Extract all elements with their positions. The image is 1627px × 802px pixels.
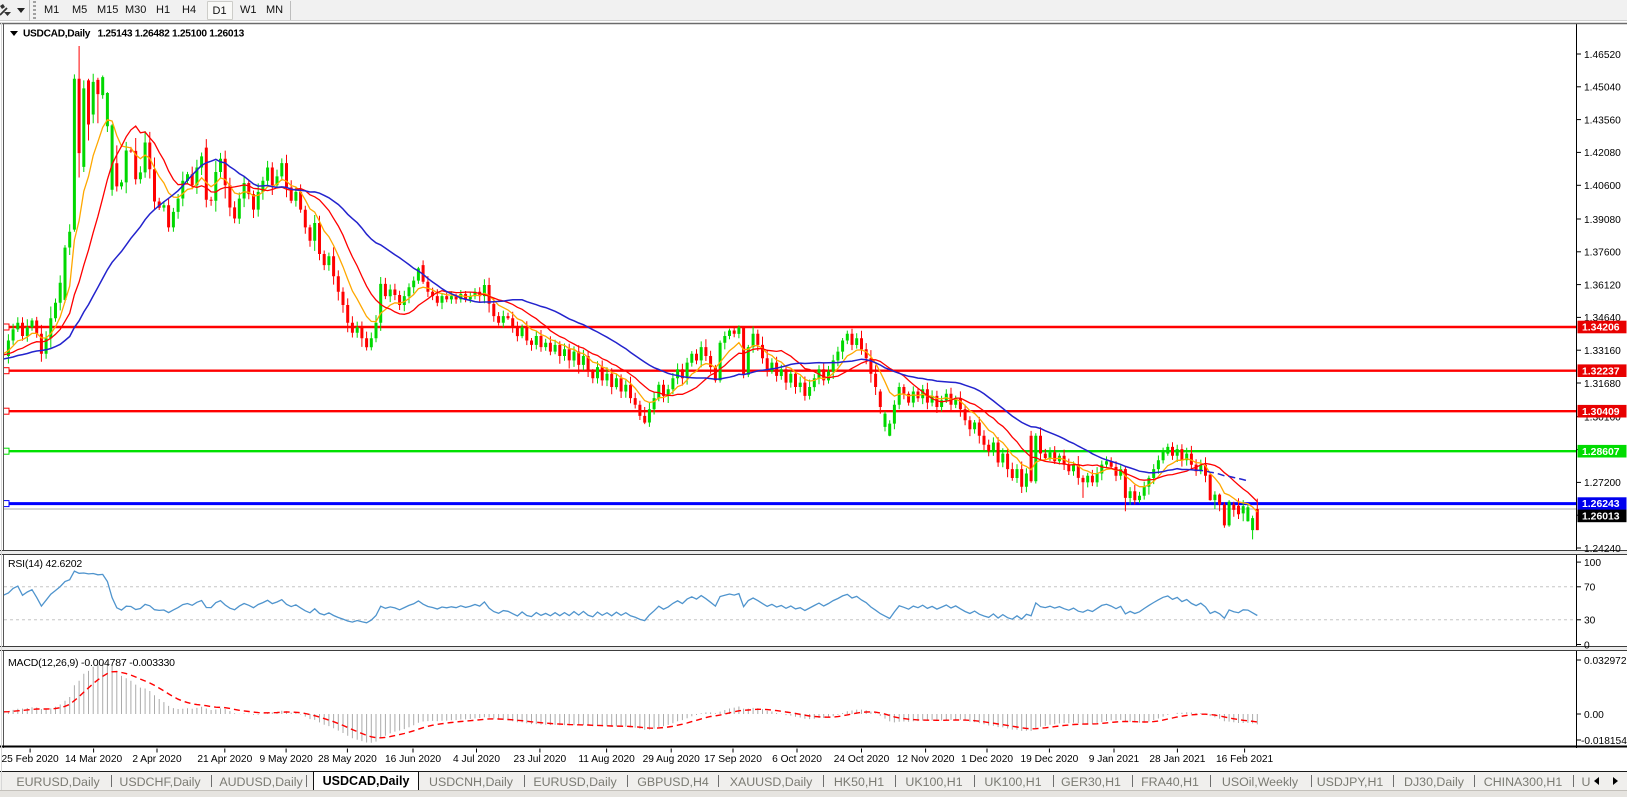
svg-text:USDCAD,Daily 1.25143 1.26482: USDCAD,Daily 1.25143 1.26482 1.25100 1.2… bbox=[23, 29, 245, 40]
svg-text:1.33160: 1.33160 bbox=[1584, 346, 1621, 357]
svg-text:1.26013: 1.26013 bbox=[1582, 512, 1620, 523]
svg-text:12 Nov 2020: 12 Nov 2020 bbox=[897, 754, 955, 765]
svg-text:1.31680: 1.31680 bbox=[1584, 379, 1621, 390]
svg-text:1.40600: 1.40600 bbox=[1584, 181, 1621, 192]
svg-text:1.42080: 1.42080 bbox=[1584, 148, 1621, 159]
svg-text:2 Apr 2020: 2 Apr 2020 bbox=[132, 754, 182, 765]
svg-text:28 Jan 2021: 28 Jan 2021 bbox=[1149, 754, 1205, 765]
svg-text:RSI(14) 42.6202: RSI(14) 42.6202 bbox=[8, 558, 82, 570]
svg-text:0.032972: 0.032972 bbox=[1584, 656, 1627, 667]
svg-text:11 Aug 2020: 11 Aug 2020 bbox=[578, 754, 635, 765]
svg-text:100: 100 bbox=[1584, 558, 1601, 569]
svg-text:24 Oct 2020: 24 Oct 2020 bbox=[834, 754, 890, 765]
svg-text:1.34206: 1.34206 bbox=[1582, 323, 1620, 334]
svg-text:29 Aug 2020: 29 Aug 2020 bbox=[643, 754, 701, 765]
svg-text:19 Dec 2020: 19 Dec 2020 bbox=[1021, 754, 1079, 765]
svg-text:4 Jul 2020: 4 Jul 2020 bbox=[453, 754, 500, 765]
svg-text:1.43560: 1.43560 bbox=[1584, 115, 1621, 126]
svg-text:16 Feb 2021: 16 Feb 2021 bbox=[1216, 754, 1274, 765]
svg-text:25 Feb 2020: 25 Feb 2020 bbox=[1, 754, 59, 765]
svg-text:1.46520: 1.46520 bbox=[1584, 50, 1621, 61]
svg-text:16 Jun 2020: 16 Jun 2020 bbox=[385, 754, 441, 765]
svg-text:1.24240: 1.24240 bbox=[1584, 544, 1621, 555]
svg-text:1.36120: 1.36120 bbox=[1584, 280, 1621, 291]
svg-text:-0.018154: -0.018154 bbox=[1581, 736, 1627, 747]
svg-text:9 May 2020: 9 May 2020 bbox=[259, 754, 313, 765]
svg-text:28 May 2020: 28 May 2020 bbox=[318, 754, 377, 765]
svg-text:70: 70 bbox=[1584, 583, 1596, 594]
svg-text:1.32237: 1.32237 bbox=[1582, 366, 1620, 377]
svg-text:1.30160: 1.30160 bbox=[1584, 413, 1621, 424]
svg-text:21 Apr 2020: 21 Apr 2020 bbox=[197, 754, 252, 765]
svg-text:6 Oct 2020: 6 Oct 2020 bbox=[772, 754, 822, 765]
svg-text:1.27200: 1.27200 bbox=[1584, 478, 1621, 489]
svg-text:1.39080: 1.39080 bbox=[1584, 215, 1621, 226]
svg-text:14 Mar 2020: 14 Mar 2020 bbox=[65, 754, 123, 765]
svg-text:9 Jan 2021: 9 Jan 2021 bbox=[1089, 754, 1140, 765]
svg-text:17 Sep 2020: 17 Sep 2020 bbox=[704, 754, 762, 765]
svg-text:MACD(12,26,9) -0.004787 -0.003: MACD(12,26,9) -0.004787 -0.003330 bbox=[8, 657, 175, 669]
svg-text:1.34640: 1.34640 bbox=[1584, 313, 1621, 324]
svg-text:0: 0 bbox=[1584, 640, 1590, 651]
svg-text:23 Jul 2020: 23 Jul 2020 bbox=[514, 754, 567, 765]
svg-text:0.00: 0.00 bbox=[1584, 710, 1604, 721]
svg-text:1.26243: 1.26243 bbox=[1582, 499, 1620, 510]
svg-text:30: 30 bbox=[1584, 616, 1596, 627]
svg-text:1.45040: 1.45040 bbox=[1584, 83, 1621, 94]
svg-text:1.28607: 1.28607 bbox=[1582, 447, 1620, 458]
svg-text:1.37600: 1.37600 bbox=[1584, 248, 1621, 259]
svg-text:1.30409: 1.30409 bbox=[1582, 407, 1620, 418]
svg-text:1 Dec 2020: 1 Dec 2020 bbox=[961, 754, 1013, 765]
